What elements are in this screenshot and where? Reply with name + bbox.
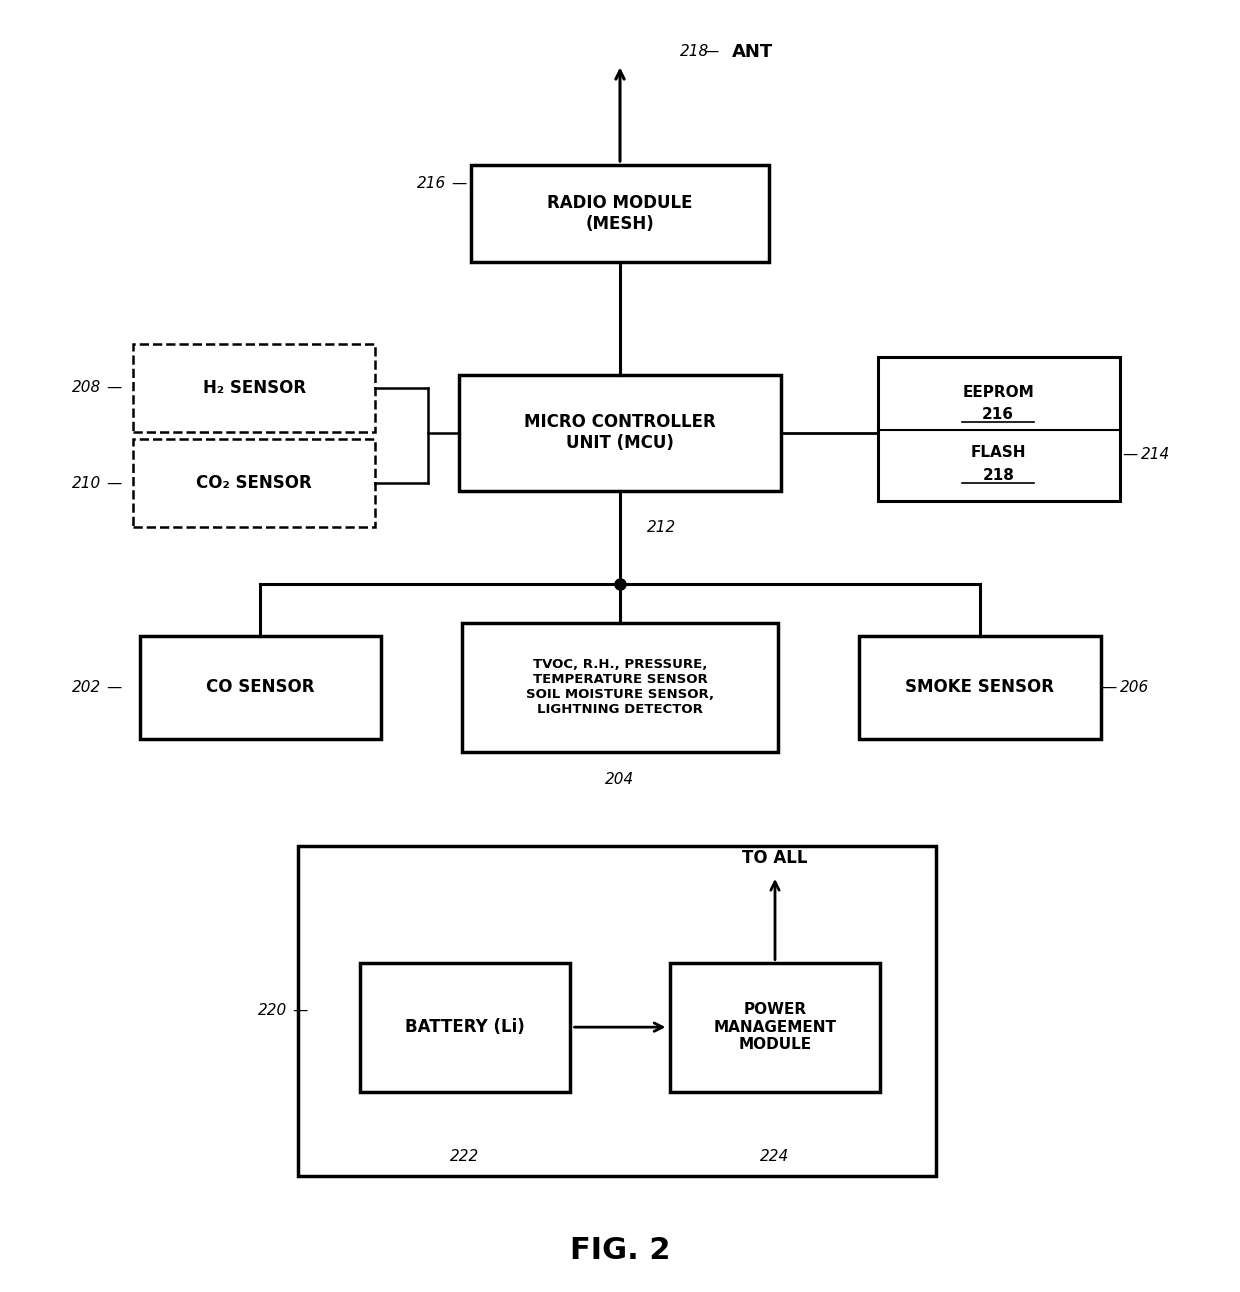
Text: H₂ SENSOR: H₂ SENSOR (202, 379, 306, 397)
FancyBboxPatch shape (133, 344, 374, 432)
Text: 220: 220 (258, 1003, 288, 1018)
Text: —: — (107, 680, 122, 695)
Text: —: — (1122, 447, 1137, 463)
Text: CO₂ SENSOR: CO₂ SENSOR (196, 474, 312, 492)
Text: 222: 222 (450, 1149, 480, 1164)
FancyBboxPatch shape (360, 963, 570, 1092)
Text: —: — (1101, 680, 1116, 695)
Text: —: — (451, 176, 466, 191)
Text: TVOC, R.H., PRESSURE,
TEMPERATURE SENSOR
SOIL MOISTURE SENSOR,
LIGHTNING DETECTO: TVOC, R.H., PRESSURE, TEMPERATURE SENSOR… (526, 659, 714, 716)
Text: —: — (107, 475, 122, 491)
Text: BATTERY (Li): BATTERY (Li) (405, 1018, 525, 1036)
FancyBboxPatch shape (461, 623, 779, 752)
Text: 210: 210 (72, 475, 102, 491)
Text: 218: 218 (982, 468, 1014, 483)
FancyBboxPatch shape (858, 636, 1101, 739)
Text: 208: 208 (72, 380, 102, 395)
Text: 216: 216 (417, 176, 446, 191)
Text: EEPROM: EEPROM (962, 385, 1034, 401)
Text: MICRO CONTROLLER
UNIT (MCU): MICRO CONTROLLER UNIT (MCU) (525, 413, 715, 452)
Text: FLASH: FLASH (971, 444, 1025, 460)
FancyBboxPatch shape (298, 846, 936, 1176)
Text: SMOKE SENSOR: SMOKE SENSOR (905, 678, 1054, 696)
Text: 224: 224 (760, 1149, 790, 1164)
Text: POWER
MANAGEMENT
MODULE: POWER MANAGEMENT MODULE (713, 1003, 837, 1052)
Text: 202: 202 (72, 680, 102, 695)
Text: 204: 204 (605, 771, 635, 787)
Text: RADIO MODULE
(MESH): RADIO MODULE (MESH) (547, 194, 693, 233)
Text: TO ALL: TO ALL (743, 849, 807, 867)
Text: CO SENSOR: CO SENSOR (206, 678, 315, 696)
Text: 214: 214 (1141, 447, 1171, 463)
FancyBboxPatch shape (133, 439, 374, 527)
Text: ANT: ANT (732, 43, 773, 61)
Text: 212: 212 (647, 519, 677, 535)
Text: —: — (293, 1003, 308, 1018)
Text: 206: 206 (1120, 680, 1149, 695)
FancyBboxPatch shape (670, 963, 880, 1092)
Text: —: — (703, 44, 718, 59)
Text: 218: 218 (680, 44, 709, 59)
Text: —: — (107, 380, 122, 395)
FancyBboxPatch shape (471, 165, 769, 261)
FancyBboxPatch shape (878, 357, 1120, 501)
FancyBboxPatch shape (139, 636, 382, 739)
FancyBboxPatch shape (459, 375, 781, 491)
Text: 216: 216 (982, 407, 1014, 422)
Text: FIG. 2: FIG. 2 (569, 1236, 671, 1265)
